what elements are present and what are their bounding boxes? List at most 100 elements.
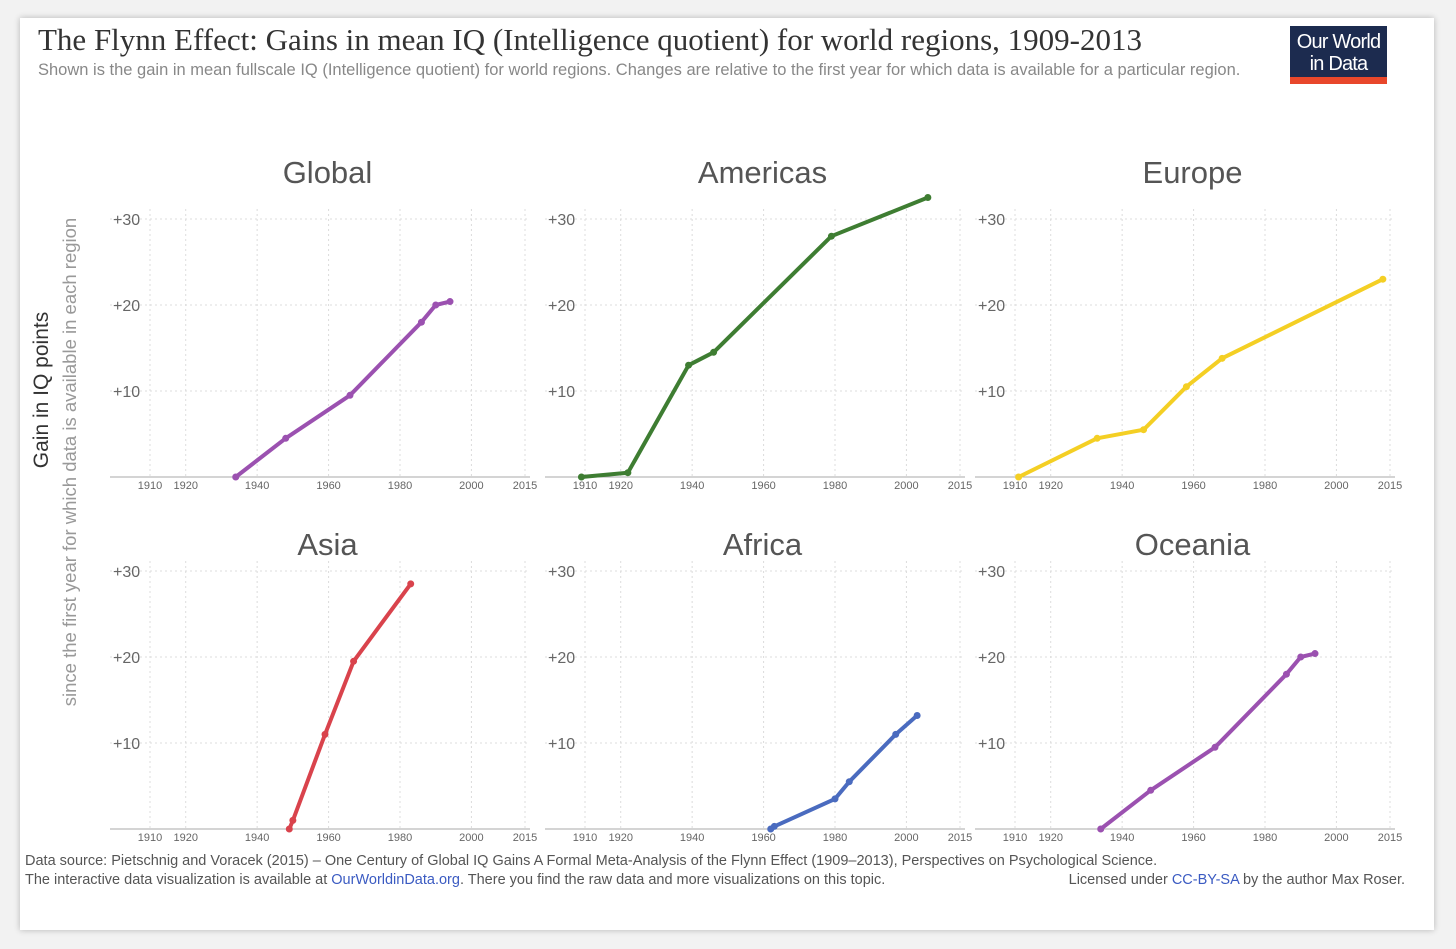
americas-xtick-label: 1910 xyxy=(573,480,597,492)
americas-xtick-label: 1980 xyxy=(823,480,847,492)
europe-series-line xyxy=(1016,277,1385,479)
global-ytick-label: +20 xyxy=(113,298,140,315)
europe-xtick-label: 2000 xyxy=(1324,480,1348,492)
logo-line2: in Data xyxy=(1309,53,1369,75)
africa-data-point xyxy=(892,730,900,738)
global-xtick-label: 1940 xyxy=(245,480,269,492)
africa-ytick-label: +20 xyxy=(548,650,575,667)
global-xtick-label: 2000 xyxy=(459,480,483,492)
asia-data-point xyxy=(289,816,297,824)
americas-xtick-label: 2015 xyxy=(948,480,972,492)
asia-xtick-label: 1980 xyxy=(388,832,412,844)
europe-xtick-label: 1960 xyxy=(1181,480,1205,492)
asia-data-point xyxy=(350,657,358,665)
europe-data-point xyxy=(1093,434,1101,442)
global-data-point xyxy=(346,391,354,399)
interactive-note-prefix: The interactive data visualization is av… xyxy=(25,872,332,888)
europe-ytick-label: +20 xyxy=(978,298,1005,315)
europe-data-point xyxy=(1182,383,1190,391)
africa-data-point xyxy=(913,711,921,719)
license-suffix: by the author Max Roser. xyxy=(1238,872,1405,888)
global-ytick-label: +30 xyxy=(113,212,140,229)
africa-data-point xyxy=(845,778,853,786)
global-ytick-label: +10 xyxy=(113,384,140,401)
americas-data-point xyxy=(685,361,693,369)
africa-ytick-label: +30 xyxy=(548,564,575,581)
global-series-line xyxy=(233,299,452,479)
oceania-ytick-label: +30 xyxy=(978,564,1005,581)
oceania-xtick-label: 2015 xyxy=(1378,832,1402,844)
oceania-ytick-label: +20 xyxy=(978,650,1005,667)
africa-xtick-label: 1960 xyxy=(751,832,775,844)
africa-data-point xyxy=(831,795,839,803)
americas-data-point xyxy=(624,469,632,477)
global-data-point xyxy=(446,298,454,306)
oceania-panel-title: Oceania xyxy=(1135,527,1251,562)
oceania-data-point xyxy=(1147,786,1155,794)
asia-xtick-label: 1920 xyxy=(173,832,197,844)
americas-data-point xyxy=(710,348,718,356)
owid-logo[interactable]: Our World in Data xyxy=(1290,26,1387,84)
asia-ytick-label: +10 xyxy=(113,736,140,753)
global-data-point xyxy=(282,434,290,442)
europe-ytick-label: +10 xyxy=(978,384,1005,401)
europe-data-point xyxy=(1140,426,1148,434)
logo-line1: Our World xyxy=(1296,31,1381,53)
global-xtick-label: 1910 xyxy=(138,480,162,492)
chart-card xyxy=(20,18,1434,930)
asia-panel-title: Asia xyxy=(297,527,358,562)
americas-series-line xyxy=(579,195,930,479)
africa-data-point xyxy=(770,822,778,830)
oceania-data-point xyxy=(1097,825,1105,833)
interactive-note-suffix: . There you find the raw data and more v… xyxy=(459,872,886,888)
europe-panel-title: Europe xyxy=(1143,155,1243,190)
europe-ytick-label: +30 xyxy=(978,212,1005,229)
data-source-note: Data source: Pietschnig and Voracek (201… xyxy=(25,853,1158,869)
global-data-point xyxy=(432,301,440,309)
europe-data-point xyxy=(1015,473,1023,481)
global-data-point xyxy=(232,473,240,481)
africa-xtick-label: 1980 xyxy=(823,832,847,844)
oceania-xtick-label: 1910 xyxy=(1003,832,1027,844)
oceania-xtick-label: 2000 xyxy=(1324,832,1348,844)
global-xtick-label: 1960 xyxy=(316,480,340,492)
africa-xtick-label: 2015 xyxy=(948,832,972,844)
global-panel-title: Global xyxy=(283,155,373,190)
americas-ytick-label: +30 xyxy=(548,212,575,229)
license-note: Licensed under CC-BY-SA by the author Ma… xyxy=(1069,871,1405,890)
africa-xtick-label: 1910 xyxy=(573,832,597,844)
license-link[interactable]: CC-BY-SA xyxy=(1171,872,1239,888)
asia-xtick-label: 2000 xyxy=(459,832,483,844)
logo-accent-bar xyxy=(1290,77,1387,84)
global-xtick-label: 1920 xyxy=(173,480,197,492)
americas-xtick-label: 1920 xyxy=(608,480,632,492)
americas-data-point xyxy=(577,473,585,481)
europe-xtick-label: 1910 xyxy=(1003,480,1027,492)
europe-data-point xyxy=(1379,275,1387,283)
europe-xtick-label: 2015 xyxy=(1378,480,1402,492)
americas-ytick-label: +20 xyxy=(548,298,575,315)
license-prefix: Licensed under xyxy=(1068,872,1172,888)
owid-link[interactable]: OurWorldinData.org xyxy=(331,872,460,888)
asia-ytick-label: +30 xyxy=(113,564,140,581)
asia-series-line xyxy=(287,581,413,831)
oceania-data-point xyxy=(1311,650,1319,658)
footer: Data source: Pietschnig and Voracek (201… xyxy=(25,852,1405,890)
oceania-data-point xyxy=(1297,653,1305,661)
asia-data-point xyxy=(321,730,329,738)
asia-data-point xyxy=(285,825,293,833)
oceania-xtick-label: 1940 xyxy=(1110,832,1134,844)
asia-xtick-label: 2015 xyxy=(513,832,537,844)
oceania-ytick-label: +10 xyxy=(978,736,1005,753)
africa-xtick-label: 2000 xyxy=(894,832,918,844)
asia-xtick-label: 1960 xyxy=(316,832,340,844)
asia-ytick-label: +20 xyxy=(113,650,140,667)
americas-data-point xyxy=(924,194,932,201)
oceania-xtick-label: 1920 xyxy=(1038,832,1062,844)
europe-xtick-label: 1980 xyxy=(1253,480,1277,492)
americas-xtick-label: 1960 xyxy=(751,480,775,492)
americas-data-point xyxy=(827,232,835,240)
americas-ytick-label: +10 xyxy=(548,384,575,401)
asia-xtick-label: 1910 xyxy=(138,832,162,844)
